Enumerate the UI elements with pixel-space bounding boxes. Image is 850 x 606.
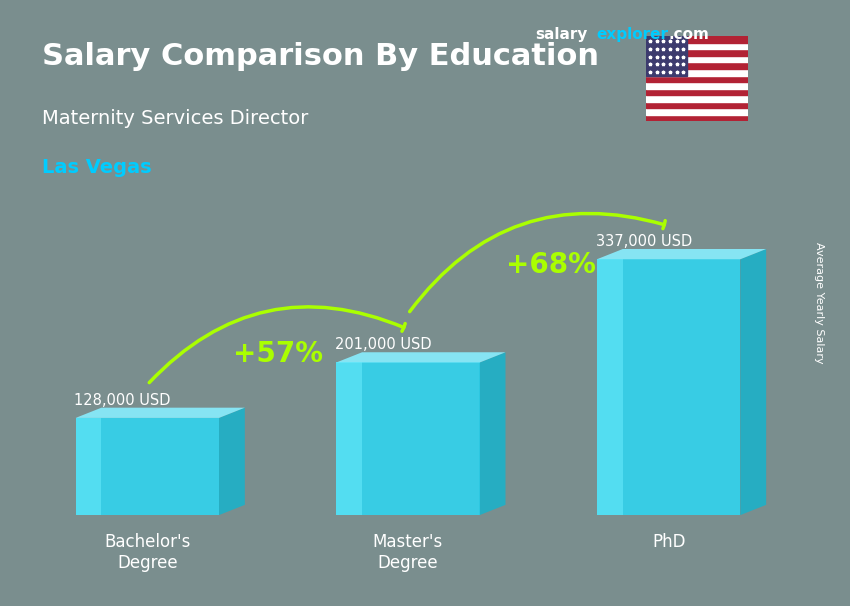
Text: .com: .com bbox=[669, 27, 710, 42]
Text: Master's
Degree: Master's Degree bbox=[373, 533, 443, 572]
Bar bbox=[646, 62, 748, 69]
Text: 201,000 USD: 201,000 USD bbox=[335, 338, 432, 352]
Bar bbox=[646, 56, 748, 62]
Polygon shape bbox=[597, 259, 623, 515]
Polygon shape bbox=[76, 418, 101, 515]
Polygon shape bbox=[740, 249, 766, 515]
Text: Maternity Services Director: Maternity Services Director bbox=[42, 109, 309, 128]
Polygon shape bbox=[597, 249, 766, 259]
Bar bbox=[646, 115, 748, 121]
Text: Las Vegas: Las Vegas bbox=[42, 158, 152, 176]
Bar bbox=[646, 50, 748, 56]
Text: 128,000 USD: 128,000 USD bbox=[74, 393, 171, 408]
Bar bbox=[646, 76, 748, 82]
Polygon shape bbox=[76, 408, 245, 418]
Polygon shape bbox=[219, 408, 245, 515]
Bar bbox=[646, 69, 748, 76]
Text: +68%: +68% bbox=[507, 251, 597, 279]
Bar bbox=[646, 36, 687, 76]
Polygon shape bbox=[337, 362, 362, 515]
Text: explorer: explorer bbox=[597, 27, 669, 42]
Polygon shape bbox=[479, 352, 506, 515]
Bar bbox=[646, 82, 748, 88]
Text: salary: salary bbox=[536, 27, 588, 42]
Bar bbox=[646, 102, 748, 108]
Bar bbox=[646, 36, 748, 43]
Bar bbox=[646, 95, 748, 102]
Bar bbox=[646, 88, 748, 95]
Polygon shape bbox=[337, 362, 479, 515]
Text: 337,000 USD: 337,000 USD bbox=[596, 234, 692, 249]
Text: Salary Comparison By Education: Salary Comparison By Education bbox=[42, 42, 599, 72]
Bar bbox=[646, 108, 748, 115]
Polygon shape bbox=[76, 418, 219, 515]
Polygon shape bbox=[337, 352, 506, 362]
Text: +57%: +57% bbox=[233, 340, 323, 368]
Text: PhD: PhD bbox=[652, 533, 685, 551]
Polygon shape bbox=[597, 259, 740, 515]
Text: Average Yearly Salary: Average Yearly Salary bbox=[814, 242, 824, 364]
Bar bbox=[646, 43, 748, 50]
Text: Bachelor's
Degree: Bachelor's Degree bbox=[105, 533, 190, 572]
